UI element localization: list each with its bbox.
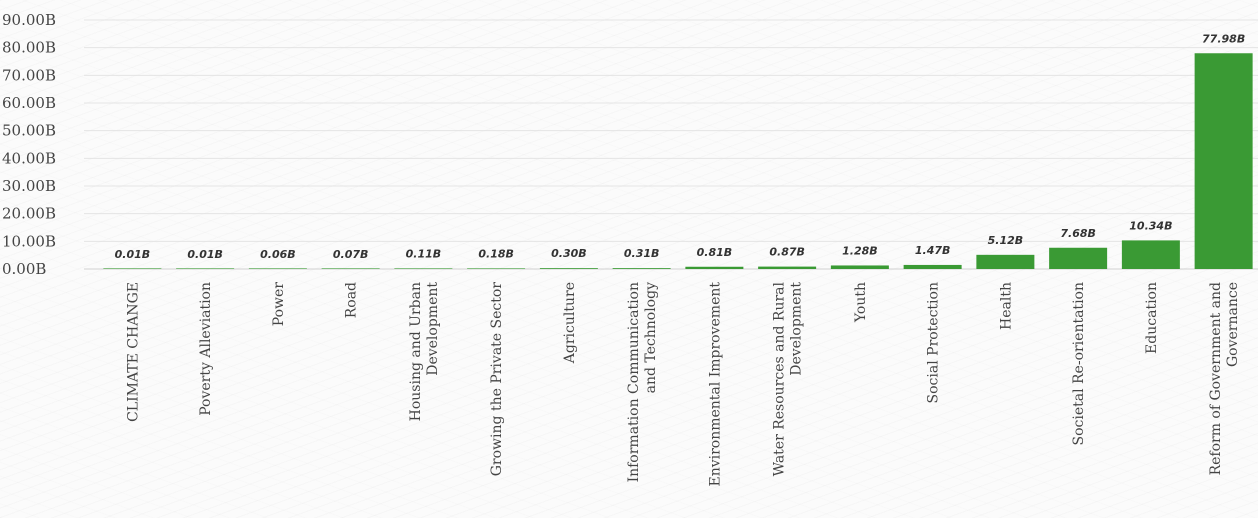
y-tick-label: 10.00B (2, 232, 56, 250)
x-tick-label: Societal Re-orientation (1071, 282, 1087, 446)
bar (321, 268, 380, 269)
x-tick-label: Youth (853, 282, 869, 323)
data-label: 0.30B (551, 247, 587, 260)
bar (467, 268, 526, 269)
y-tick-label: 80.00B (2, 39, 56, 57)
data-label: 0.01B (115, 248, 151, 261)
y-tick-label: 30.00B (2, 177, 56, 195)
y-tick-label: 60.00B (2, 94, 56, 112)
x-tick-label: Social Protection (926, 282, 942, 403)
x-tick-label: Water Resources and RuralDevelopment (772, 281, 805, 476)
y-tick-label: 50.00B (2, 122, 56, 140)
data-label: 5.12B (988, 234, 1024, 247)
bar (758, 266, 817, 269)
data-label: 0.31B (624, 247, 660, 260)
data-labels: 0.01B 0.01B 0.06B 0.07B 0.11B 0.18B 0.30B 0.31B… (115, 32, 1246, 261)
x-tick-label: Environmental Improvement (707, 282, 723, 487)
x-tick-label: Power (271, 282, 287, 327)
data-label: 7.68B (1060, 227, 1096, 240)
data-label: 1.47B (915, 244, 951, 257)
x-tick-label-line: Societal Re-orientation (1071, 282, 1087, 446)
x-tick-label-line: Education (1144, 282, 1160, 354)
x-tick-label-line: Development (789, 282, 805, 376)
y-tick-label: 40.00B (2, 149, 56, 167)
x-tick-label-line: CLIMATE CHANGE (125, 282, 141, 422)
bar (830, 265, 889, 269)
data-label: 0.01B (187, 248, 223, 261)
bar (176, 268, 235, 269)
x-tick-label-line: and Technology (643, 282, 659, 393)
x-tick-label-line: Power (271, 282, 287, 327)
y-tick-label: 20.00B (2, 205, 56, 223)
x-tick-label: Information Communicationand Technology (626, 282, 659, 482)
gridlines (84, 19, 1258, 270)
data-label: 0.06B (260, 248, 296, 261)
x-tick-label: CLIMATE CHANGE (125, 282, 141, 422)
x-tick-label: Reform of Government andGovernance (1208, 282, 1241, 475)
bar (903, 264, 962, 269)
bar (103, 268, 162, 269)
x-tick-label-line: Youth (853, 282, 869, 323)
x-tick-label-line: Environmental Improvement (707, 282, 723, 487)
data-label: 1.28B (842, 244, 878, 257)
y-tick-label: 90.00B (2, 11, 56, 29)
x-tick-label-line: Health (998, 282, 1014, 330)
bar (1049, 247, 1108, 269)
x-tick-label-line: Development (425, 282, 441, 376)
bar (612, 268, 671, 269)
x-tick-label-line: Growing the Private Sector (489, 282, 505, 477)
data-label: 77.98B (1202, 32, 1245, 45)
x-tick-label: Road (344, 282, 360, 318)
x-tick-label-line: Housing and Urban (408, 282, 424, 421)
bar (539, 268, 598, 269)
bar (248, 268, 307, 269)
data-label: 0.07B (333, 248, 369, 261)
x-tick-label-line: Governance (1225, 282, 1241, 367)
x-axis-tick-labels: CLIMATE CHANGE Poverty Alleviation Power Ro… (125, 281, 1241, 486)
x-tick-label-line: Water Resources and Rural (772, 281, 788, 476)
y-tick-label: 0.00B (2, 260, 46, 278)
bar (1194, 53, 1253, 269)
bar (976, 254, 1035, 269)
bar (1121, 240, 1180, 269)
data-label: 0.18B (478, 248, 514, 261)
bar (394, 268, 453, 269)
x-tick-label: Poverty Alleviation (198, 282, 214, 416)
x-tick-label: Agriculture (562, 282, 578, 364)
x-tick-label-line: Poverty Alleviation (198, 282, 214, 416)
x-tick-label: Education (1144, 282, 1160, 354)
data-label: 0.81B (697, 246, 733, 259)
x-tick-label: Health (998, 282, 1014, 330)
data-label: 0.11B (406, 248, 442, 261)
x-tick-label-line: Information Communication (626, 282, 642, 482)
data-label: 10.34B (1129, 219, 1172, 232)
x-tick-label-line: Agriculture (562, 282, 578, 364)
x-tick-label-line: Reform of Government and (1208, 282, 1224, 475)
y-tick-label: 70.00B (2, 66, 56, 84)
data-label: 0.87B (769, 246, 805, 259)
x-tick-label-line: Road (344, 282, 360, 318)
y-axis-tick-labels: 0.00B 10.00B 20.00B 30.00B 40.00B 50.00B 60.00… (2, 11, 56, 278)
x-tick-label-line: Social Protection (926, 282, 942, 403)
x-tick-label: Growing the Private Sector (489, 282, 505, 477)
bar (685, 266, 744, 269)
bars (103, 53, 1253, 269)
x-tick-label: Housing and UrbanDevelopment (408, 282, 441, 422)
